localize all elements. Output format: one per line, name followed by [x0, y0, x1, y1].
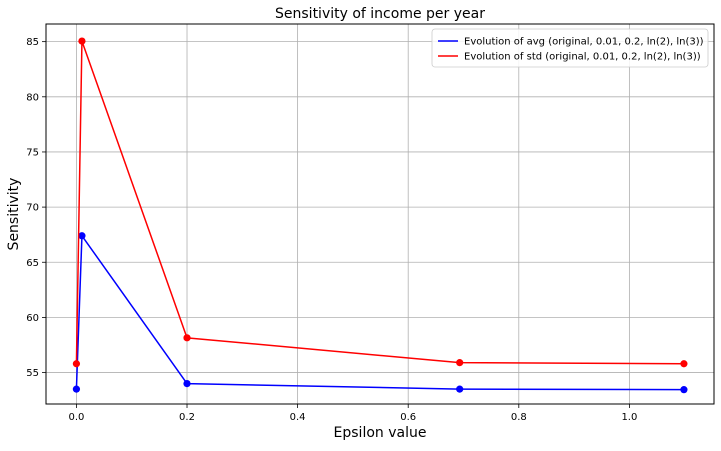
y-tick-label: 70 [26, 203, 39, 214]
x-tick-label: 0.6 [400, 412, 416, 423]
series-layer [72, 37, 688, 394]
plot-area-frame [45, 23, 715, 405]
data-point-avg [183, 379, 191, 388]
x-tick-label: 0.8 [511, 412, 527, 423]
y-tick-label: 85 [26, 37, 39, 48]
x-tick-label: 0.4 [290, 412, 306, 423]
x-tick-label: 1.0 [621, 412, 637, 423]
y-tick-label: 60 [26, 313, 39, 324]
data-point-std [72, 360, 81, 368]
x-axis-title: Epsilon value [334, 425, 427, 441]
data-point-std [78, 37, 86, 45]
data-point-std [680, 360, 688, 368]
data-point-avg [456, 385, 464, 393]
legend-label-avg: Evolution of avg (original, 0.01, 0.2, l… [464, 37, 704, 48]
y-tick-label: 65 [26, 258, 39, 269]
data-point-avg [680, 386, 688, 394]
data-point-avg [78, 232, 86, 240]
legend-label-std: Evolution of std (original, 0.01, 0.2, l… [464, 52, 701, 63]
y-tick-label: 80 [26, 92, 39, 103]
data-point-std [456, 359, 464, 367]
data-point-std [183, 334, 191, 342]
legend: Evolution of avg (original, 0.01, 0.2, l… [431, 28, 709, 68]
y-axis-title: Sensitivity [6, 178, 22, 251]
ticks: 0.0 0.2 0.4 0.6 0.8 1.0 55 60 65 70 75 80 85 [26, 37, 637, 423]
x-tick-label: 0.2 [179, 412, 195, 423]
y-tick-label: 55 [26, 368, 39, 379]
y-tick-label: 75 [26, 147, 39, 158]
chart-title: Sensitivity of income per year [275, 6, 485, 22]
grid [46, 24, 714, 404]
data-point-avg [72, 385, 81, 393]
legend-box [431, 28, 709, 68]
x-tick-label: 0.0 [68, 412, 84, 423]
